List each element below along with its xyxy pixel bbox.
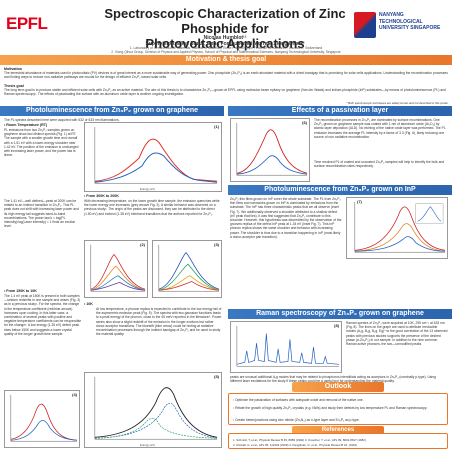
outlook-band: Outlook bbox=[292, 382, 384, 392]
thesis-goal-text: The long term goal is to produce stable … bbox=[4, 88, 446, 97]
reference-1: 1. Schmidt, T. et al., Physical Review B… bbox=[233, 438, 366, 442]
outlook-box: • Optimize the passivation of surfaces w… bbox=[228, 393, 448, 425]
figure-7-svg bbox=[354, 201, 446, 253]
figure-5-plot: (5) Energy (eV) bbox=[84, 372, 222, 448]
figure-8-label: (8) bbox=[334, 323, 339, 328]
ten-k-text: At low temperature, a phonon replica is … bbox=[96, 307, 222, 337]
figure-3-plot: (3) bbox=[152, 240, 222, 298]
ntu-crest-icon bbox=[354, 12, 376, 38]
rt-text: PL emissions from two Zn₃P₂ samples grow… bbox=[4, 128, 79, 158]
author-block: Nicolas Humblot¹² Supervision: Elias Stu… bbox=[70, 35, 380, 47]
figure-4-plot: (4) bbox=[4, 390, 80, 448]
outlook-item-1-text: Optimize the passivation of surfaces wit… bbox=[235, 398, 364, 402]
outlook-item-3: • Create heterojunctions using zinc nitr… bbox=[233, 418, 360, 422]
figure-2-label: (2) bbox=[140, 242, 145, 247]
passivation-text-2: Time resolved PL of coated and uncoated … bbox=[314, 160, 445, 169]
figure-1-xaxis-label: Energy (eV) bbox=[140, 187, 155, 191]
figure-5-svg bbox=[94, 376, 218, 440]
author-name: Nicolas Humblot¹² bbox=[203, 35, 247, 41]
affiliation-2: 2. Xiong Qihua Group, Division of Physic… bbox=[111, 50, 341, 54]
thesis-goal-heading: Thesis goal bbox=[4, 84, 24, 88]
pl-graphene-band: Photoluminescence from Zn₃P₂ grown on gr… bbox=[0, 106, 224, 116]
title-line-2: Photovoltaic Applications bbox=[145, 36, 305, 51]
rt-heading: • Room Temperature (RT) bbox=[4, 123, 48, 127]
ntu-logo-text: NANYANG TECHNOLOGICAL UNIVERSITY SINGAPO… bbox=[379, 12, 441, 31]
passivation-band: Effects of a passivation layer bbox=[228, 106, 452, 116]
pl-inp-band: Photoluminescence from Zn₃P₂ grown on In… bbox=[228, 185, 452, 195]
reference-2: 2. Kimball, G. et al., APL 95, 112103 (2… bbox=[233, 443, 358, 447]
outlook-item-3-text: Create heterojunctions using zinc nitrid… bbox=[235, 418, 360, 422]
figure-7-plot: (7) bbox=[346, 197, 448, 259]
motivation-heading: Motivation bbox=[4, 67, 22, 71]
figure-2-plot: (2) bbox=[84, 240, 148, 298]
title-line-1: Spectroscopic Characterization of Zinc P… bbox=[104, 6, 346, 36]
affiliations: 1. Laboratory of Semiconductor Materials… bbox=[30, 46, 422, 54]
outlook-item-1: • Optimize the passivation of surfaces w… bbox=[233, 398, 364, 402]
figure-1-plot: (1) Energy (eV) bbox=[84, 122, 222, 192]
figure-7-label: (7) bbox=[357, 199, 362, 204]
outlook-item-2: • Relate the growth of high quality Zn₃P… bbox=[233, 406, 428, 410]
figure-5-label: (5) bbox=[214, 374, 219, 379]
poster-header: EPFL Spectroscopic Characterization of Z… bbox=[0, 0, 452, 54]
epfl-logo: EPFL bbox=[6, 14, 48, 33]
lt-text-2: The 1.41 eV—well defined—peak at 200K ca… bbox=[4, 199, 79, 229]
figure-4-label: (4) bbox=[72, 392, 77, 397]
lt-heading: • From 300K to 200K bbox=[84, 194, 119, 198]
figure-6-plot: (6) bbox=[230, 118, 310, 182]
figure-2-svg bbox=[90, 244, 146, 292]
raman-text-2: peaks are unusual additional A₁g modes t… bbox=[230, 375, 436, 384]
pl-inp-text: Zn₃P₂ thin films grown on InP cover the … bbox=[230, 197, 342, 239]
ntu-logo: NANYANG TECHNOLOGICAL UNIVERSITY SINGAPO… bbox=[354, 10, 446, 40]
figure-5-xaxis-label: Energy (eV) bbox=[140, 443, 155, 447]
figure-6-svg bbox=[236, 122, 308, 176]
lt-text: With decreasing temperature, on the lowe… bbox=[84, 199, 220, 216]
low-temp-heading: • From 150K to 10K bbox=[4, 289, 37, 293]
motivation-text: The terrestrial abundance of materials u… bbox=[4, 71, 448, 80]
passivation-text-1: The recombination processes in Zn₃P₂ are… bbox=[314, 118, 446, 139]
raman-text-1: Raman spectra of Zn₃P₂ were acquired at … bbox=[346, 321, 448, 347]
figure-3-label: (3) bbox=[214, 242, 219, 247]
motivation-band: Motivation & thesis goal bbox=[0, 55, 452, 65]
poster-title: Spectroscopic Characterization of Zinc P… bbox=[70, 6, 380, 51]
references-box: 1. Schmidt, T. et al., Physical Review B… bbox=[228, 433, 448, 449]
affiliation-1: 1. Laboratory of Semiconductor Materials… bbox=[129, 46, 323, 50]
figure-1-svg bbox=[94, 126, 218, 184]
low-temp-text: The 1.4 eV peak at 150K is present in bo… bbox=[4, 294, 82, 336]
ten-k-heading: • 10K bbox=[84, 302, 93, 306]
figure-1-label: (1) bbox=[214, 124, 219, 129]
figure-3-svg bbox=[158, 244, 220, 292]
raman-band: Raman spectroscopy of Zn₃P₂ grown on gra… bbox=[228, 309, 452, 319]
references-band: References bbox=[292, 426, 384, 434]
figure-8-svg bbox=[236, 325, 340, 367]
pl-graphene-intro: The PL spectra described here were acqui… bbox=[4, 118, 120, 122]
outlook-item-2-text: Relate the growth of high quality Zn₃P₂ … bbox=[235, 406, 428, 410]
figure-8-plot: (8) bbox=[230, 321, 342, 373]
figure-6-label: (6) bbox=[302, 120, 307, 125]
supervisors: Supervision: Elias Stutz¹, Anna Fontcube… bbox=[145, 41, 305, 47]
footnote: * Both spectroscopic techniques are wide… bbox=[346, 101, 448, 105]
figure-4-svg bbox=[10, 394, 78, 442]
